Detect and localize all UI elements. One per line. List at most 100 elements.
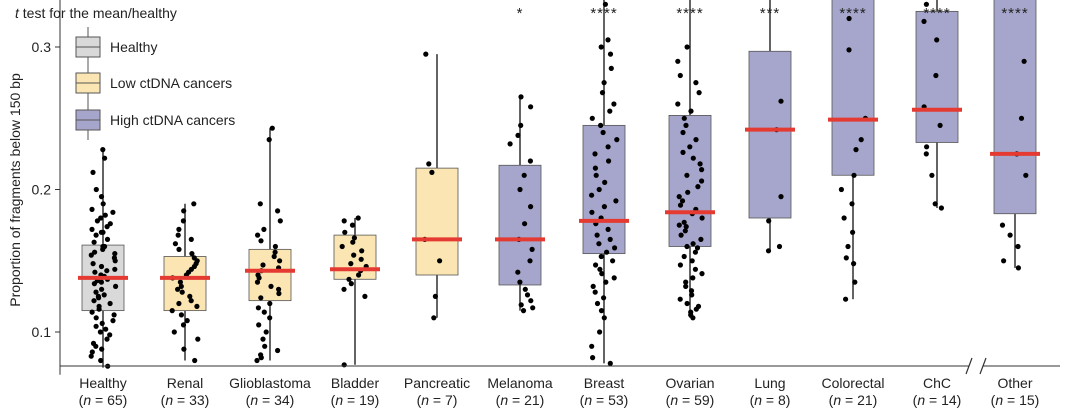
legend-item-high: High ctDNA cancers [75,100,235,140]
iqr-box [993,0,1037,215]
significance-label: **** [590,5,617,22]
data-point [933,72,939,79]
significance-label: **** [1001,5,1028,22]
data-point [261,226,267,232]
data-point [683,122,689,128]
data-point [603,279,609,285]
data-point [604,249,610,255]
data-point [277,218,283,224]
data-point [188,236,194,242]
data-point [258,355,264,361]
data-point [679,198,686,204]
data-point [177,279,183,285]
category-label: Healthy [79,375,126,391]
chart-title: t test for the mean/healthy [15,5,177,21]
data-point [272,249,278,255]
category-label: Melanoma [487,375,553,391]
data-point [612,245,618,251]
box-bladder [330,215,380,368]
data-point [601,315,607,321]
data-point [95,293,101,299]
data-point [275,347,281,354]
data-point [181,346,187,352]
data-point [262,343,268,349]
data-point [100,243,106,250]
data-point [593,172,599,178]
data-point [765,248,772,254]
data-point [699,167,705,173]
legend-label: Healthy [110,39,157,55]
data-point [107,332,113,338]
data-point [341,286,347,292]
data-point [589,209,595,215]
data-point [611,101,617,107]
significance-label: *** [760,5,781,22]
significance-label: * [517,5,524,22]
data-point [341,218,347,224]
data-point [676,222,682,228]
data-point [89,226,95,232]
data-point [350,239,356,245]
data-point [599,271,605,277]
axis-break-mark [979,357,987,375]
data-point [258,238,264,244]
data-point [681,219,687,225]
data-point [93,343,99,349]
data-point [267,300,273,307]
category-label: Lung [754,375,785,391]
data-point [524,292,531,298]
chart-title-italic: t [15,5,20,21]
data-point [527,258,533,264]
data-point [594,300,601,307]
data-point [589,192,595,198]
data-point [608,65,614,71]
data-point [606,158,612,164]
data-point [260,336,266,342]
data-point [91,239,97,245]
data-point [683,283,689,289]
data-point [693,137,699,143]
data-point [276,286,282,292]
data-point [346,276,352,282]
sample-size-label: (n = 21) [496,392,545,408]
sample-size-label: (n = 14) [913,392,962,408]
data-point [852,279,858,285]
box-renal [160,201,210,364]
data-point [188,298,194,304]
data-point [178,312,184,318]
data-point [266,137,272,143]
sample-size-label: (n = 53) [580,392,629,408]
data-point [98,263,105,270]
category-label: ChC [923,375,951,391]
data-point [113,283,119,289]
data-point [100,201,106,207]
data-point [1021,58,1027,64]
data-point [592,165,599,171]
data-point [678,232,684,238]
data-point [277,258,283,264]
data-point [614,137,620,143]
data-point [93,323,99,329]
data-point [607,360,613,366]
data-point [178,283,184,289]
box-chc [912,0,962,211]
data-point [846,15,852,22]
data-point [263,329,269,335]
data-point [528,298,534,304]
data-point [599,90,606,96]
data-point [191,201,197,207]
sample-size-label: (n = 65) [79,392,128,408]
data-point [677,202,684,208]
data-point [607,51,614,57]
legend-label: High ctDNA cancers [110,112,235,128]
data-point [515,132,521,138]
data-point [521,172,527,178]
plot-area: * **** **** *** **** **** **** [78,0,1040,369]
category-label: Ovarian [665,375,714,391]
data-point [348,281,354,287]
data-point [349,222,356,228]
data-point [605,226,611,232]
data-point [682,228,688,234]
data-point [685,189,691,195]
